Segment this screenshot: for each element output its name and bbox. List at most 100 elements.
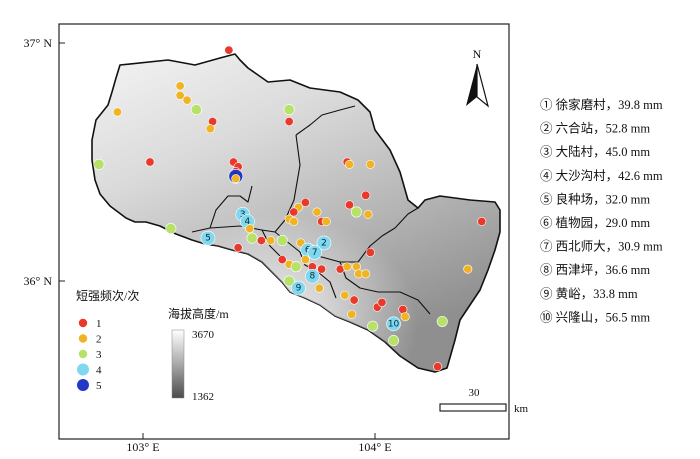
station-marker-level-2[interactable] [266, 236, 276, 246]
station-marker-level-2[interactable] [300, 255, 310, 265]
legend-label-2: 2 [96, 334, 102, 346]
station-marker-level-4[interactable] [307, 245, 322, 260]
elevation-legend-title: 海拔高度/m [168, 306, 229, 321]
station-marker-level-3[interactable] [283, 104, 295, 116]
station-marker-level-2[interactable] [340, 290, 350, 300]
station-marker-number: 7 [312, 248, 318, 258]
station-marker-level-2[interactable] [205, 124, 215, 134]
station-entry: ⑤ 良种场，32.0 mm [540, 191, 650, 206]
station-marker-level-3[interactable] [93, 158, 105, 170]
station-marker-level-1[interactable] [289, 207, 299, 217]
station-marker-number: 8 [309, 272, 315, 282]
station-list: ① 徐家磨村，39.8 mm ② 六合站，52.8 mm ③ 大陆村，45.0 mm… [540, 97, 663, 324]
station-marker-level-3[interactable] [246, 232, 258, 244]
station-marker-level-1[interactable] [361, 190, 371, 200]
legend-label-3: 3 [96, 349, 102, 361]
station-marker-level-1[interactable] [277, 255, 287, 265]
lat-tick-label: 36° N [24, 274, 53, 288]
station-marker-level-3[interactable] [276, 235, 288, 247]
station-marker-level-3[interactable] [190, 104, 202, 116]
county-boundary [209, 185, 253, 229]
station-marker-level-1[interactable] [377, 297, 387, 307]
station-marker-level-4[interactable] [200, 230, 216, 246]
station-marker-level-2[interactable] [463, 264, 473, 274]
county-boundary [274, 134, 301, 233]
station-entry: ⑦ 西北师大，30.9 mm [540, 240, 663, 254]
station-marker-level-2[interactable] [314, 283, 324, 293]
station-markers: 12345678910 [93, 45, 487, 372]
latitude-ticks: 37° N 36° N [24, 36, 65, 288]
frequency-legend-title: 短强频次/次 [76, 289, 139, 303]
frequency-legend: 短强频次/次 1 2 3 4 5 [76, 289, 139, 392]
station-marker-level-2[interactable] [363, 209, 373, 219]
station-marker-level-2[interactable] [347, 309, 357, 319]
station-entry: ① 徐家磨村，39.8 mm [540, 97, 663, 112]
station-entry: ⑨ 黄峪，33.8 mm [540, 287, 638, 301]
north-label: N [473, 47, 482, 61]
scale-bar: 30 km [439, 387, 529, 415]
station-marker-level-3[interactable] [165, 223, 177, 235]
legend-label-1: 1 [96, 318, 102, 330]
scale-bar-rect [439, 403, 507, 412]
station-marker-level-1[interactable] [317, 264, 327, 274]
station-marker-level-2[interactable] [112, 107, 122, 117]
station-marker-level-2[interactable] [342, 262, 352, 272]
station-marker-level-1[interactable] [256, 236, 266, 246]
station-marker-level-2[interactable] [361, 269, 371, 279]
legend-label-5: 5 [96, 380, 102, 392]
station-marker-level-1[interactable] [365, 247, 375, 257]
county-boundary [295, 105, 356, 136]
station-marker-level-4[interactable] [316, 235, 332, 251]
legend-marker-1 [78, 318, 88, 328]
lon-tick-label: 104° E [358, 440, 391, 454]
north-arrow: N [466, 47, 490, 108]
elevation-color-bar [171, 329, 185, 399]
station-marker-level-1[interactable] [349, 295, 359, 305]
station-entry: ② 六合站，52.8 mm [540, 121, 650, 136]
scale-bar-value: 30 [469, 387, 481, 399]
station-marker-number: 2 [321, 238, 327, 248]
station-marker-level-2[interactable] [289, 217, 299, 227]
station-marker-level-3[interactable] [290, 261, 302, 273]
station-marker-level-4[interactable] [386, 316, 401, 332]
station-marker-level-3[interactable] [436, 315, 448, 327]
station-marker-level-2[interactable] [231, 174, 241, 184]
station-marker-level-3[interactable] [350, 206, 362, 218]
station-marker-level-1[interactable] [344, 200, 354, 210]
station-marker-level-2[interactable] [175, 90, 185, 100]
station-marker-level-2[interactable] [400, 312, 410, 322]
station-marker-level-1[interactable] [433, 362, 443, 372]
scale-bar-unit: km [514, 403, 529, 415]
longitude-ticks: 103° E 104° E [126, 433, 392, 454]
station-entry: ⑥ 植物园，29.0 mm [540, 215, 650, 230]
station-marker-level-2[interactable] [175, 81, 185, 91]
elevation-legend: 海拔高度/m 3670 1362 [168, 306, 229, 403]
station-marker-level-2[interactable] [245, 224, 255, 234]
station-marker-level-4[interactable] [305, 268, 320, 284]
station-marker-level-3[interactable] [388, 334, 400, 346]
station-marker-level-2[interactable] [182, 95, 192, 105]
elevation-max-label: 3670 [192, 329, 215, 341]
station-marker-level-1[interactable] [224, 45, 234, 55]
legend-marker-2 [78, 334, 88, 343]
station-marker-level-2[interactable] [365, 159, 375, 169]
station-marker-level-1[interactable] [300, 197, 310, 207]
station-marker-level-2[interactable] [312, 207, 322, 217]
station-marker-level-1[interactable] [477, 217, 487, 227]
station-marker-level-2[interactable] [344, 159, 354, 169]
map-frame [58, 23, 510, 440]
lon-tick-label: 103° E [126, 440, 159, 454]
station-marker-level-1[interactable] [145, 157, 155, 167]
north-arrow-left-icon [466, 64, 477, 106]
station-marker-level-4[interactable] [291, 280, 306, 296]
station-marker-number: 3 [240, 210, 246, 220]
station-marker-number: 4 [245, 217, 251, 227]
station-marker-level-3[interactable] [367, 320, 379, 332]
station-marker-number: 9 [296, 284, 302, 294]
station-marker-level-1[interactable] [284, 117, 294, 127]
station-marker-level-2[interactable] [321, 217, 331, 227]
station-marker-level-1[interactable] [233, 243, 243, 253]
station-marker-level-3[interactable] [283, 275, 295, 287]
station-entry: ③ 大陆村，45.0 mm [540, 144, 650, 159]
